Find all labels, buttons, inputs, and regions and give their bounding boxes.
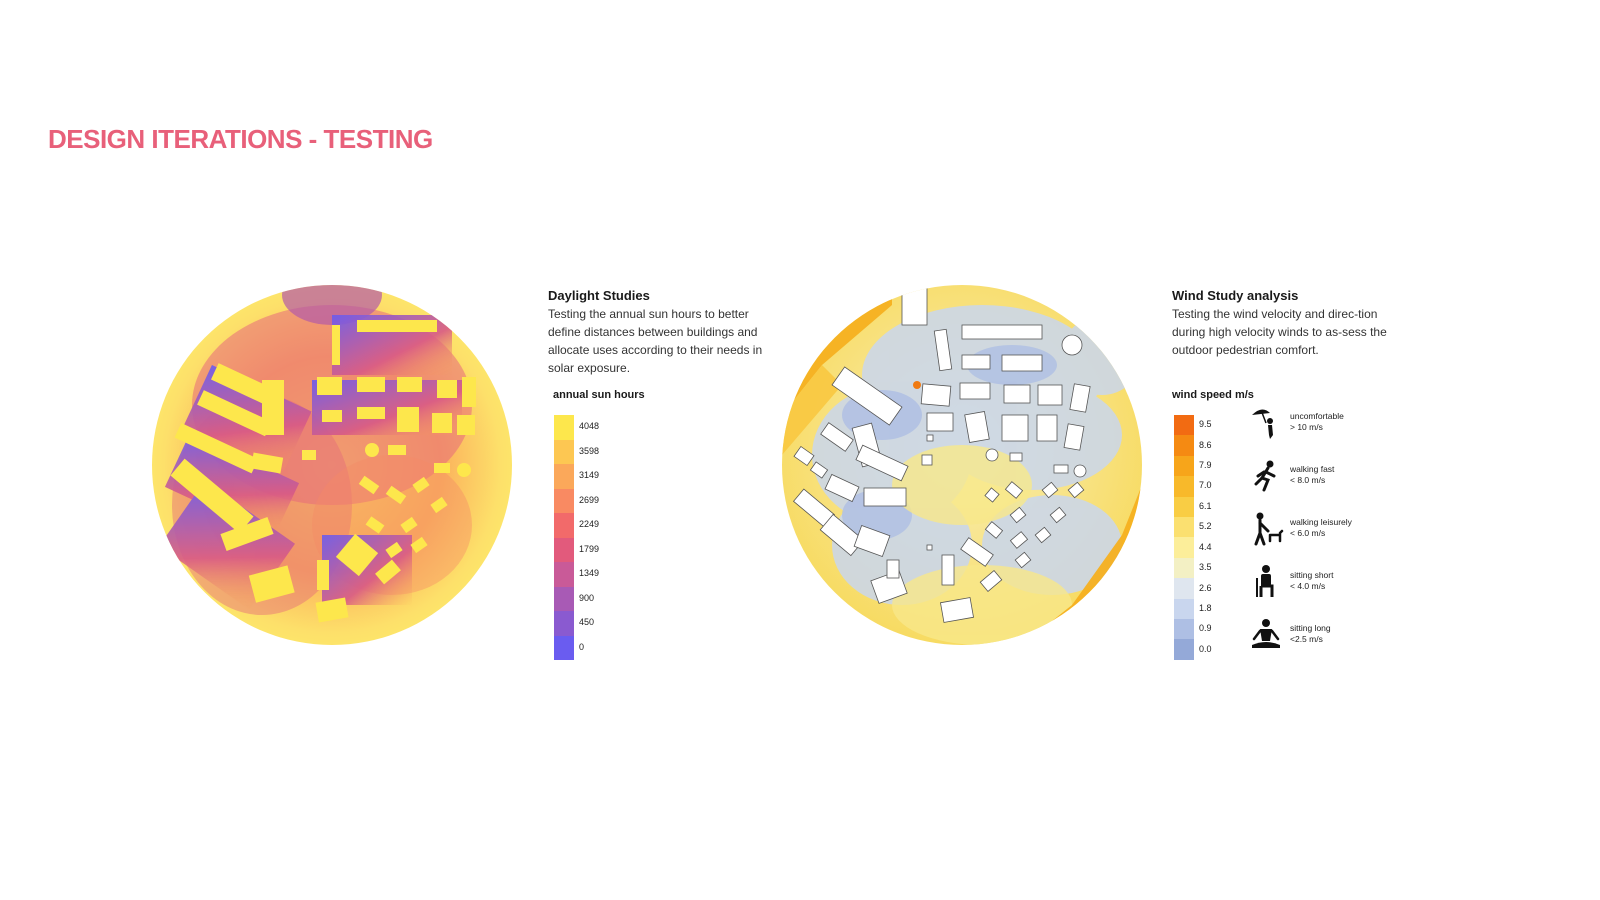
sun-hours-scale [554,415,574,660]
comfort-text: walking leisurely < 6.0 m/s [1290,517,1352,539]
daylight-description: Daylight Studies Testing the annual sun … [548,288,778,377]
umbrella-person-icon [1248,405,1284,441]
sun-swatch [554,513,574,538]
wind-label: 7.0 [1199,480,1212,491]
comfort-row: walking fast < 8.0 m/s [1248,458,1408,502]
sun-swatch [554,488,574,513]
wind-label: 9.5 [1199,419,1212,430]
comfort-value: <2.5 m/s [1290,634,1323,644]
comfort-row: sitting long <2.5 m/s [1248,617,1408,661]
sun-legend-title: annual sun hours [553,389,645,401]
wind-swatch [1174,455,1194,477]
page-title: DESIGN ITERATIONS - TESTING [48,124,433,154]
comfort-value: < 6.0 m/s [1290,528,1326,538]
comfort-text: uncomfortable > 10 m/s [1290,411,1344,433]
sun-label: 3598 [579,445,600,456]
wind-swatch [1174,537,1194,558]
comfort-label: sitting short [1290,570,1334,580]
wind-swatch [1174,517,1194,538]
sitting-person-icon [1248,564,1284,600]
wind-swatch [1174,415,1194,436]
wind-map [782,285,1142,645]
comfort-label: walking leisurely [1290,517,1352,527]
sun-swatch [554,464,574,489]
wind-label: 4.4 [1199,541,1212,552]
sun-swatch [554,611,574,636]
wind-swatch [1174,557,1194,579]
comfort-text: sitting short < 4.0 m/s [1290,570,1333,592]
sun-label: 900 [579,592,595,603]
daylight-heading: Daylight Studies [548,288,650,303]
sun-label: 0 [579,641,585,652]
sun-swatch [554,586,574,611]
comfort-value: < 8.0 m/s [1290,475,1326,485]
sun-label: 3149 [579,470,600,481]
wind-legend-title: wind speed m/s [1172,389,1254,401]
comfort-value: > 10 m/s [1290,422,1323,432]
wind-label: 6.1 [1199,500,1212,511]
wind-swatch [1174,619,1194,640]
sun-label: 1799 [579,543,600,554]
sun-label: 450 [579,617,595,628]
sun-swatch [554,537,574,562]
comfort-row: walking leisurely < 6.0 m/s [1248,511,1408,555]
meditating-person-icon [1248,617,1284,653]
sun-label: 2249 [579,519,600,530]
wind-label: 7.9 [1199,460,1212,471]
wind-swatch [1174,435,1194,456]
wind-label: 0.0 [1199,643,1212,654]
comfort-text: walking fast < 8.0 m/s [1290,464,1334,486]
wind-heading: Wind Study analysis [1172,288,1299,303]
sun-swatch [554,635,574,660]
comfort-label: uncomfortable [1290,411,1344,421]
wind-swatch [1174,496,1194,518]
comfort-label: walking fast [1290,464,1335,474]
wind-label: 5.2 [1199,521,1212,532]
wind-label: 0.9 [1199,623,1212,634]
comfort-text: sitting long <2.5 m/s [1290,623,1331,645]
sun-swatch [554,415,574,440]
wind-body: Testing the wind velocity and direc-tion… [1172,307,1387,357]
wind-swatch [1174,578,1194,599]
wind-speed-scale [1174,415,1194,660]
wind-swatch [1174,639,1194,660]
wind-description: Wind Study analysis Testing the wind vel… [1172,288,1392,359]
comfort-label: sitting long [1290,623,1331,633]
wind-label: 8.6 [1199,439,1212,450]
wind-label: 3.5 [1199,562,1212,573]
wind-swatch [1174,476,1194,497]
daylight-body: Testing the annual sun hours to better d… [548,307,763,375]
sun-label: 4048 [579,421,600,432]
running-person-icon [1248,458,1284,494]
comfort-row: sitting short < 4.0 m/s [1248,564,1408,608]
sun-label: 1349 [579,568,600,579]
sun-label: 2699 [579,494,600,505]
comfort-row: uncomfortable > 10 m/s [1248,405,1408,449]
walking-dog-icon [1248,511,1284,547]
wind-label: 2.6 [1199,582,1212,593]
sun-swatch [554,562,574,587]
daylight-map [152,285,512,645]
sun-swatch [554,439,574,464]
wind-label: 1.8 [1199,602,1212,613]
comfort-value: < 4.0 m/s [1290,581,1326,591]
wind-swatch [1174,598,1194,620]
